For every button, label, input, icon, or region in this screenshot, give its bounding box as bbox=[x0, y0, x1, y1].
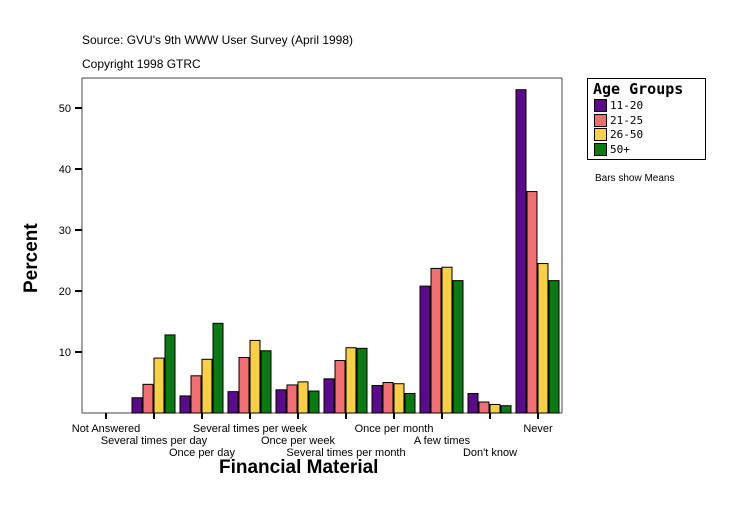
bar bbox=[356, 347, 368, 414]
bar bbox=[452, 280, 464, 414]
bar bbox=[286, 384, 298, 414]
legend-swatch bbox=[594, 128, 607, 141]
bar bbox=[430, 267, 442, 414]
bar bbox=[249, 339, 261, 414]
bar bbox=[334, 360, 346, 414]
bar bbox=[382, 382, 394, 414]
bar bbox=[419, 285, 431, 414]
bar bbox=[345, 347, 357, 414]
bar bbox=[393, 383, 405, 414]
x-tick-label: Not Answered bbox=[72, 423, 140, 435]
bar bbox=[323, 378, 335, 414]
x-tick-label: Several times per week bbox=[193, 423, 308, 435]
bar bbox=[142, 383, 154, 414]
legend-label: 21-25 bbox=[610, 113, 644, 127]
bar bbox=[164, 334, 176, 414]
legend: Age Groups 11-20 21-25 26-50 50+ bbox=[587, 78, 706, 160]
bar bbox=[179, 395, 191, 414]
bar bbox=[227, 391, 239, 414]
legend-item: 26-50 bbox=[594, 128, 643, 141]
x-tick-label: Several times per month bbox=[286, 447, 405, 459]
x-tick-label: Several times per day bbox=[101, 435, 208, 447]
y-tick-label: 30 bbox=[59, 225, 71, 237]
bar bbox=[212, 322, 224, 414]
y-tick-label: 20 bbox=[59, 286, 71, 298]
x-tick-label: A few times bbox=[414, 435, 471, 447]
bar bbox=[275, 389, 287, 414]
legend-title: Age Groups bbox=[593, 80, 684, 98]
y-tick-label: 40 bbox=[59, 164, 71, 176]
y-tick-label: 10 bbox=[59, 347, 71, 359]
bar bbox=[238, 356, 250, 414]
legend-item: 21-25 bbox=[594, 113, 644, 127]
legend-item: 11-20 bbox=[594, 99, 643, 112]
legend-item: 50+ bbox=[594, 142, 630, 156]
bar bbox=[441, 266, 453, 414]
x-tick-label: Don't know bbox=[463, 447, 517, 459]
bar bbox=[190, 375, 202, 414]
bar bbox=[404, 392, 416, 414]
legend-label: 26-50 bbox=[610, 128, 644, 141]
bar bbox=[260, 350, 272, 414]
chart-note: Bars show Means bbox=[595, 173, 675, 184]
x-tick-label: Once per day bbox=[169, 447, 236, 459]
bar bbox=[297, 381, 309, 414]
bar bbox=[153, 357, 165, 414]
bar bbox=[526, 191, 538, 414]
bar bbox=[537, 263, 549, 414]
bar bbox=[371, 385, 383, 414]
bar bbox=[515, 89, 527, 414]
x-tick-label: Once per month bbox=[355, 423, 434, 435]
bar bbox=[467, 392, 479, 414]
legend-label: 11-20 bbox=[610, 99, 644, 112]
legend-label: 50+ bbox=[610, 142, 630, 156]
legend-swatch bbox=[594, 113, 607, 127]
bar bbox=[548, 280, 560, 414]
x-tick-label: Never bbox=[523, 423, 553, 435]
bar bbox=[489, 403, 501, 414]
bar bbox=[478, 401, 490, 414]
bar bbox=[500, 405, 512, 414]
bar bbox=[201, 358, 213, 414]
x-axis-label: Financial Material bbox=[219, 457, 379, 478]
chart-subtitle: Copyright 1998 GTRC bbox=[82, 57, 201, 71]
bar bbox=[131, 397, 143, 414]
legend-swatch bbox=[594, 99, 607, 112]
chart-title: Source: GVU's 9th WWW User Survey (April… bbox=[82, 33, 354, 47]
y-tick-label: 50 bbox=[59, 103, 71, 115]
legend-swatch bbox=[594, 142, 607, 156]
bar bbox=[308, 390, 320, 414]
x-tick-label: Once per week bbox=[261, 435, 335, 447]
